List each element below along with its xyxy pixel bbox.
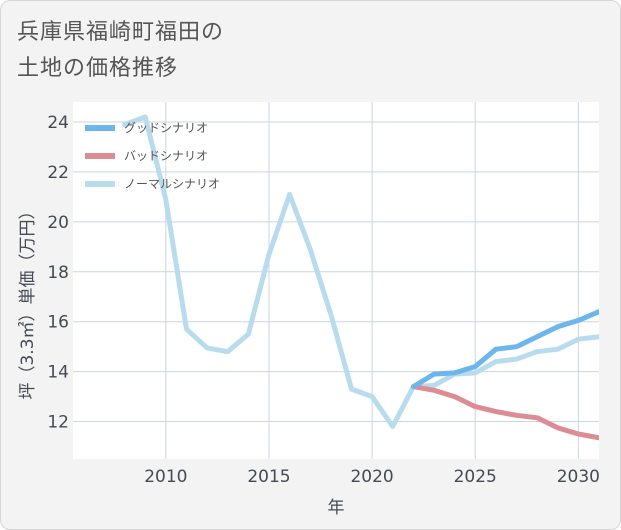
x-tick-label: 2010 <box>144 467 187 487</box>
series-line-0 <box>410 309 599 390</box>
x-axis-title: 年 <box>328 498 345 518</box>
series-line-2 <box>122 114 599 429</box>
legend-label: ノーマルシナリオ <box>124 177 220 191</box>
series-layer <box>122 114 599 441</box>
x-tick-label: 2025 <box>454 467 497 487</box>
y-axis-ticks: 12 14 16 18 20 22 24 <box>47 113 69 433</box>
y-tick-label: 24 <box>47 113 69 133</box>
x-tick-label: 2015 <box>247 467 290 487</box>
plot-area <box>73 102 599 459</box>
y-tick-label: 12 <box>47 413 69 433</box>
x-tick-label: 2020 <box>350 467 393 487</box>
chart-title: 兵庫県福崎町福田の 土地の価格推移 <box>17 15 224 87</box>
x-tick-label: 2030 <box>557 467 600 487</box>
y-axis-title: 坪（3.3㎡）単価（万円） <box>18 202 38 399</box>
grid-lines <box>73 102 599 459</box>
chart-title-line-1: 兵庫県福崎町福田の <box>17 20 225 45</box>
y-tick-label: 18 <box>47 263 69 283</box>
y-tick-label: 20 <box>47 213 69 233</box>
legend-label: バッドシナリオ <box>124 149 208 163</box>
chart-title-line-2: 土地の価格推移 <box>17 56 179 81</box>
x-axis-ticks: 2010 2015 2020 2025 2030 <box>144 467 600 487</box>
series-line-1 <box>410 384 599 441</box>
y-tick-label: 16 <box>47 313 69 333</box>
legend-label: グッドシナリオ <box>124 121 208 135</box>
y-tick-label: 14 <box>47 363 69 383</box>
y-tick-label: 22 <box>47 163 69 183</box>
